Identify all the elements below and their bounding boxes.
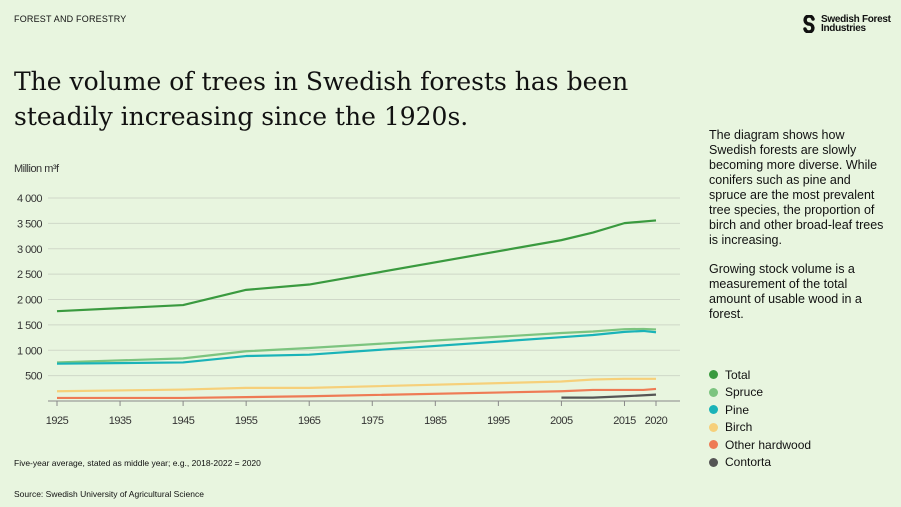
line-chart: Million m³f 500 1 000 1 500 2 000 2 500 3 000 3… — [14, 163, 680, 427]
description: The diagram shows how Swedish forests ar… — [709, 128, 889, 336]
y-tick-label: 4 000 — [17, 193, 42, 205]
legend-label: Spruce — [725, 385, 764, 400]
series-line-total — [56, 219, 657, 313]
category-label: FOREST AND FORESTRY — [14, 14, 127, 24]
y-tick-label: 2 500 — [17, 269, 42, 281]
legend-marker — [709, 405, 718, 415]
series-line-other-hardwood — [57, 387, 657, 400]
legend-item: Birch — [709, 419, 811, 437]
x-tick-label: 1975 — [361, 415, 384, 427]
legend-item: Other hardwood — [709, 436, 811, 454]
description-paragraph: Growing stock volume is a measurement of… — [709, 262, 862, 321]
legend-item: Pine — [709, 401, 811, 419]
y-axis-label: Million m³f — [14, 163, 60, 175]
series-line-contorta — [561, 393, 657, 399]
legend-label: Total — [725, 367, 751, 382]
series-line-pine — [56, 329, 657, 365]
x-tick-label: 1985 — [424, 415, 447, 427]
x-tick-label: 1955 — [235, 415, 258, 427]
legend-label: Pine — [725, 402, 750, 417]
legend-label: Birch — [725, 420, 753, 435]
y-tick-label: 3 500 — [17, 218, 42, 230]
chart-legend: Total Spruce Pine Birch Other hardwood Contor… — [709, 366, 811, 471]
y-tick-label: 3 000 — [17, 244, 42, 256]
y-tick-label: 500 — [25, 371, 42, 383]
logo-line-2: Industries — [821, 23, 866, 34]
legend-label: Contorta — [725, 455, 772, 470]
legend-item: Total — [709, 366, 811, 384]
y-tick-label: 1 500 — [17, 320, 42, 332]
legend-item: Contorta — [709, 454, 811, 472]
x-tick-label: 1965 — [298, 415, 321, 427]
x-tick-label: 1925 — [46, 415, 69, 427]
logo: Swedish Forest Industries — [800, 14, 891, 34]
legend-marker — [709, 422, 718, 432]
logo-line-1: Swedish Forest — [821, 14, 891, 25]
x-tick-label: 1995 — [487, 415, 510, 427]
x-tick-label: 2015 — [613, 415, 636, 427]
series-line-spruce — [56, 327, 657, 364]
x-tick-label: 2005 — [550, 415, 573, 427]
y-tick-label: 2 000 — [17, 295, 42, 307]
x-tick-label: 1935 — [109, 415, 132, 427]
legend-marker — [709, 440, 718, 450]
page-title: The volume of trees in Swedish forests h… — [14, 67, 629, 131]
legend-marker — [709, 387, 718, 397]
footnote: Five-year average, stated as middle year… — [14, 458, 261, 468]
x-tick-label: 2020 — [645, 415, 668, 427]
description-paragraph: The diagram shows how Swedish forests ar… — [709, 128, 884, 247]
legend-marker — [709, 370, 718, 380]
legend-item: Spruce — [709, 384, 811, 402]
y-tick-label: 1 000 — [17, 345, 42, 357]
x-tick-label: 1945 — [172, 415, 195, 427]
series-line-birch — [56, 377, 656, 393]
logo-icon — [803, 15, 815, 33]
source: Source: Swedish University of Agricultur… — [14, 489, 204, 499]
legend-label: Other hardwood — [725, 437, 812, 452]
legend-marker — [709, 457, 718, 467]
